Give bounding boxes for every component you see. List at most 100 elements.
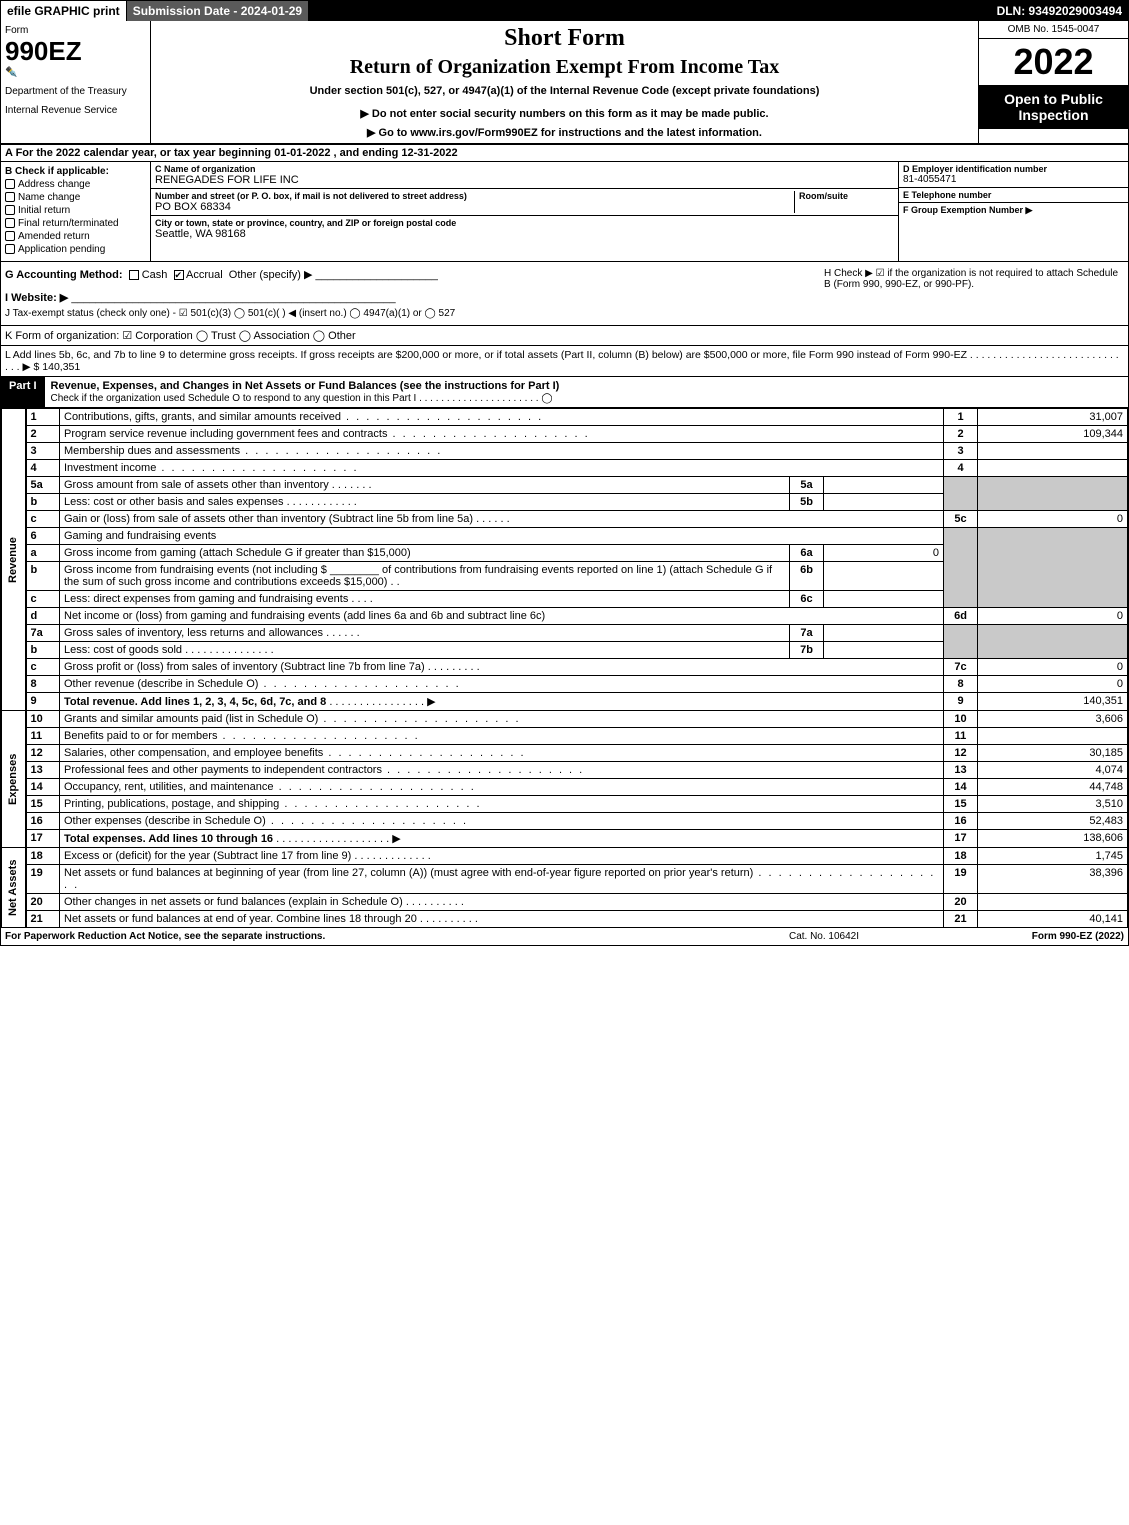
line-4-amount: [978, 460, 1128, 477]
irs-swoosh-icon: ✒️: [5, 67, 146, 78]
row-g-accounting: G Accounting Method: Cash Accrual Other …: [5, 268, 824, 281]
top-bar: efile GRAPHIC print Submission Date - 20…: [1, 1, 1128, 21]
line-13: 13 Professional fees and other payments …: [2, 762, 1128, 779]
part-1-title: Revenue, Expenses, and Changes in Net As…: [51, 380, 560, 392]
part-1-header: Part I Revenue, Expenses, and Changes in…: [1, 377, 1128, 408]
line-7a-amount: [824, 625, 944, 642]
line-5a-amount: [824, 477, 944, 494]
section-def: D Employer identification number 81-4055…: [898, 162, 1128, 261]
efile-print-label: efile GRAPHIC print: [1, 1, 127, 21]
line-21-amount: 40,141: [978, 911, 1128, 928]
line-14: 14 Occupancy, rent, utilities, and maint…: [2, 779, 1128, 796]
chk-accrual[interactable]: [174, 270, 184, 280]
line-5a: 5a Gross amount from sale of assets othe…: [2, 477, 1128, 494]
line-7c: c Gross profit or (loss) from sales of i…: [2, 659, 1128, 676]
line-5c-amount: 0: [978, 511, 1128, 528]
short-form-title: Short Form: [159, 25, 970, 52]
dln-label: DLN: 93492029003494: [991, 1, 1128, 21]
line-6: 6 Gaming and fundraising events: [2, 528, 1128, 545]
line-7b-amount: [824, 642, 944, 659]
line-16-amount: 52,483: [978, 813, 1128, 830]
side-net-assets: Net Assets: [2, 848, 26, 928]
side-expenses: Expenses: [2, 711, 26, 848]
goto-link: ▶ Go to www.irs.gov/Form990EZ for instru…: [159, 126, 970, 139]
page-footer: For Paperwork Reduction Act Notice, see …: [1, 928, 1128, 945]
line-17-amount: 138,606: [978, 830, 1128, 848]
ein-value: 81-4055471: [903, 174, 1124, 185]
line-15: 15 Printing, publications, postage, and …: [2, 796, 1128, 813]
street-value: PO BOX 68334: [155, 201, 794, 213]
line-11: 11 Benefits paid to or for members 11: [2, 728, 1128, 745]
topbar-spacer: [308, 1, 990, 21]
form-header: Form 990EZ ✒️ Department of the Treasury…: [1, 21, 1128, 145]
chk-application-pending[interactable]: Application pending: [5, 244, 146, 255]
chk-cash[interactable]: [129, 270, 139, 280]
section-b-checkboxes: B Check if applicable: Address change Na…: [1, 162, 151, 261]
line-15-amount: 3,510: [978, 796, 1128, 813]
tax-year: 2022: [979, 39, 1128, 85]
part-1-label: Part I: [1, 377, 45, 407]
line-3: 3 Membership dues and assessments 3: [2, 443, 1128, 460]
line-13-amount: 4,074: [978, 762, 1128, 779]
omb-number: OMB No. 1545-0047: [979, 21, 1128, 39]
line-18: Net Assets 18 Excess or (deficit) for th…: [2, 848, 1128, 865]
row-a-tax-year: A For the 2022 calendar year, or tax yea…: [1, 145, 1128, 162]
row-i-website: I Website: ▶ ___________________________…: [5, 291, 824, 304]
line-2: 2 Program service revenue including gove…: [2, 426, 1128, 443]
chk-address-change[interactable]: Address change: [5, 179, 146, 190]
ssn-note: ▶ Do not enter social security numbers o…: [159, 107, 970, 120]
line-5b-amount: [824, 494, 944, 511]
city-value: Seattle, WA 98168: [155, 228, 894, 240]
line-7c-amount: 0: [978, 659, 1128, 676]
line-16: 16 Other expenses (describe in Schedule …: [2, 813, 1128, 830]
row-l-gross-receipts: L Add lines 5b, 6c, and 7b to line 9 to …: [1, 346, 1128, 377]
ein-label: D Employer identification number: [903, 164, 1124, 174]
chk-name-change[interactable]: Name change: [5, 192, 146, 203]
city-label: City or town, state or province, country…: [155, 218, 894, 228]
side-revenue: Revenue: [2, 409, 26, 711]
line-6d: d Net income or (loss) from gaming and f…: [2, 608, 1128, 625]
street-label: Number and street (or P. O. box, if mail…: [155, 191, 794, 201]
header-center: Short Form Return of Organization Exempt…: [151, 21, 978, 143]
line-14-amount: 44,748: [978, 779, 1128, 796]
line-6d-amount: 0: [978, 608, 1128, 625]
form-number: 990EZ: [5, 36, 146, 67]
row-gh: G Accounting Method: Cash Accrual Other …: [1, 262, 1128, 326]
gross-receipts-amount: 140,351: [42, 361, 80, 373]
line-10-amount: 3,606: [978, 711, 1128, 728]
line-19-amount: 38,396: [978, 865, 1128, 894]
line-7a: 7a Gross sales of inventory, less return…: [2, 625, 1128, 642]
block-bcdef: B Check if applicable: Address change Na…: [1, 162, 1128, 262]
org-name: RENEGADES FOR LIFE INC: [155, 174, 894, 186]
line-8: 8 Other revenue (describe in Schedule O)…: [2, 676, 1128, 693]
form-label: Form: [5, 25, 146, 36]
dept-irs: Internal Revenue Service: [5, 105, 146, 116]
chk-final-return[interactable]: Final return/terminated: [5, 218, 146, 229]
line-20: 20 Other changes in net assets or fund b…: [2, 894, 1128, 911]
line-5c: c Gain or (loss) from sale of assets oth…: [2, 511, 1128, 528]
line-9: 9 Total revenue. Add lines 1, 2, 3, 4, 5…: [2, 693, 1128, 711]
chk-initial-return[interactable]: Initial return: [5, 205, 146, 216]
tel-label: E Telephone number: [903, 190, 1124, 200]
under-section: Under section 501(c), 527, or 4947(a)(1)…: [159, 85, 970, 97]
footer-paperwork: For Paperwork Reduction Act Notice, see …: [5, 931, 724, 942]
header-left: Form 990EZ ✒️ Department of the Treasury…: [1, 21, 151, 143]
room-label: Room/suite: [799, 191, 894, 201]
section-b-title: B Check if applicable:: [5, 166, 146, 177]
line-9-amount: 140,351: [978, 693, 1128, 711]
line-21: 21 Net assets or fund balances at end of…: [2, 911, 1128, 928]
submission-date: Submission Date - 2024-01-29: [127, 1, 308, 21]
group-exemption-label: F Group Exemption Number ▶: [903, 205, 1124, 216]
chk-amended-return[interactable]: Amended return: [5, 231, 146, 242]
line-3-amount: [978, 443, 1128, 460]
line-17: 17 Total expenses. Add lines 10 through …: [2, 830, 1128, 848]
footer-formname: Form 990-EZ (2022): [924, 931, 1124, 942]
line-20-amount: [978, 894, 1128, 911]
part-1-sub: Check if the organization used Schedule …: [51, 393, 553, 404]
line-1: Revenue 1 Contributions, gifts, grants, …: [2, 409, 1128, 426]
line-6a-amount: 0: [824, 545, 944, 562]
line-12-amount: 30,185: [978, 745, 1128, 762]
line-2-amount: 109,344: [978, 426, 1128, 443]
return-title: Return of Organization Exempt From Incom…: [159, 56, 970, 79]
line-12: 12 Salaries, other compensation, and emp…: [2, 745, 1128, 762]
